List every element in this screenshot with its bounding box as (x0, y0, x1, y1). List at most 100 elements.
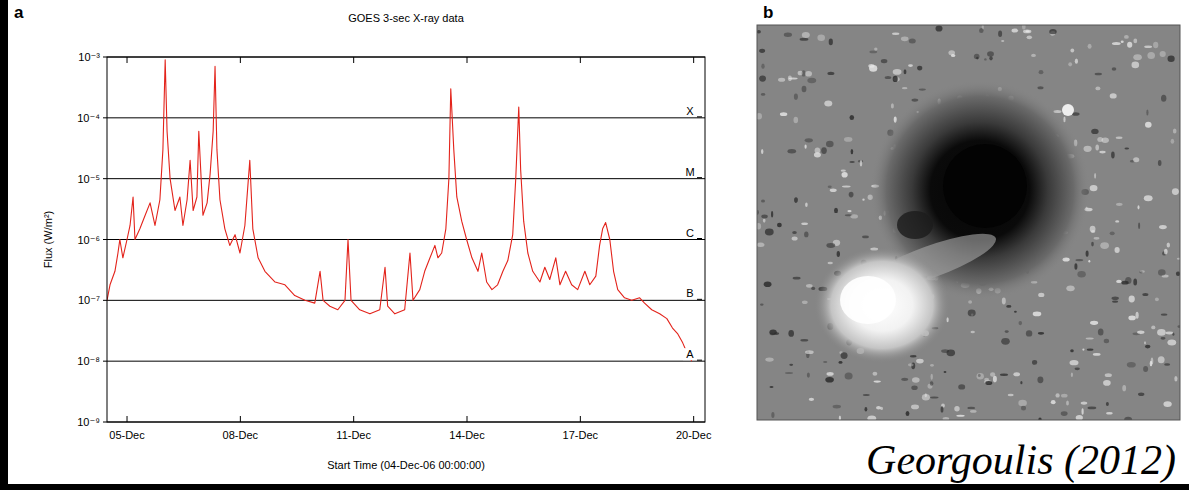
speckle (1147, 52, 1155, 59)
speckle (771, 412, 774, 418)
speckle (806, 284, 813, 288)
class-mark (697, 177, 702, 178)
speckle (881, 59, 888, 63)
speckle (1133, 39, 1137, 44)
speckle (1151, 326, 1155, 330)
speckle (862, 199, 864, 201)
speckle (830, 189, 837, 193)
speckle (1166, 332, 1174, 335)
speckle (1093, 353, 1101, 356)
x-tick (580, 416, 581, 422)
pore (897, 211, 933, 239)
speckle (1081, 402, 1088, 405)
speckle (893, 69, 902, 75)
x-tick-label: 14-Dec (449, 429, 485, 441)
speckle (930, 381, 934, 386)
x-tick (467, 416, 468, 422)
speckle (902, 87, 908, 89)
speckle (1076, 415, 1083, 420)
speckle (985, 381, 992, 385)
speckle (1158, 160, 1162, 166)
speckle (801, 223, 808, 225)
speckle (794, 94, 798, 100)
speckle (1140, 270, 1145, 272)
speckle (760, 303, 764, 305)
bright-point (1062, 104, 1074, 116)
speckle (1112, 296, 1119, 300)
speckle (1066, 285, 1074, 291)
speckle (1099, 151, 1105, 154)
speckle (1075, 59, 1078, 64)
y-tick (103, 361, 107, 362)
speckle (1171, 139, 1175, 144)
speckle (1106, 412, 1113, 415)
speckle (828, 262, 833, 265)
speckle (826, 141, 834, 148)
speckle (891, 103, 894, 108)
plot-marks (107, 60, 692, 361)
speckle (825, 377, 834, 383)
speckle (817, 35, 825, 42)
speckle (792, 231, 797, 234)
class-label: X (686, 105, 694, 117)
x-tick-top (353, 57, 354, 63)
speckle (1049, 29, 1056, 34)
speckle (1145, 345, 1151, 349)
speckle (802, 32, 810, 38)
y-tick (103, 422, 107, 423)
speckle (958, 384, 965, 389)
speckle (876, 406, 881, 409)
speckle (1091, 129, 1098, 134)
speckle (802, 300, 808, 304)
y-tick-label: 10⁻⁹ (77, 416, 100, 428)
class-label: A (686, 348, 694, 360)
speckle (984, 58, 986, 60)
speckle (989, 56, 992, 60)
speckle (974, 54, 980, 59)
speckle (1125, 147, 1130, 149)
speckle (874, 381, 881, 383)
chart-title: GOES 3-sec X-ray data (348, 12, 464, 24)
speckle (1008, 394, 1014, 397)
speckle (1133, 54, 1142, 60)
speckle (1031, 54, 1036, 57)
speckle (944, 371, 947, 373)
speckle (761, 149, 763, 154)
speckle (1075, 367, 1080, 370)
speckle (1146, 109, 1148, 115)
speckle (904, 69, 907, 74)
x-tick-top (693, 57, 694, 63)
x-tick-top (580, 57, 581, 63)
speckle (1144, 341, 1146, 344)
speckle (1090, 185, 1098, 191)
speckle (1038, 86, 1044, 89)
annotation-bg (683, 227, 697, 239)
annotation-bg (683, 348, 697, 360)
speckle (1128, 316, 1135, 321)
speckle (1094, 237, 1100, 240)
speckle (1127, 362, 1136, 368)
speckle (1095, 87, 1100, 91)
speckle (1143, 366, 1148, 372)
speckle (789, 78, 798, 80)
x-tick-top (127, 57, 128, 63)
speckle (1070, 360, 1079, 365)
speckle (764, 281, 772, 287)
speckle (802, 70, 806, 76)
class-mark (697, 299, 702, 300)
speckle (1094, 173, 1096, 179)
speckle (880, 407, 883, 410)
magnetogram-frame (757, 25, 1180, 420)
speckle (1116, 137, 1123, 139)
speckle (1125, 277, 1131, 284)
speckle (841, 170, 846, 172)
speckle (931, 374, 933, 380)
speckle (1167, 340, 1176, 346)
speckle (1068, 62, 1072, 66)
speckle (869, 65, 877, 72)
speckle (1019, 321, 1023, 325)
speckle (1116, 280, 1122, 283)
speckle (1038, 332, 1044, 335)
speckle (800, 339, 808, 342)
panel-letter: b (763, 3, 773, 22)
